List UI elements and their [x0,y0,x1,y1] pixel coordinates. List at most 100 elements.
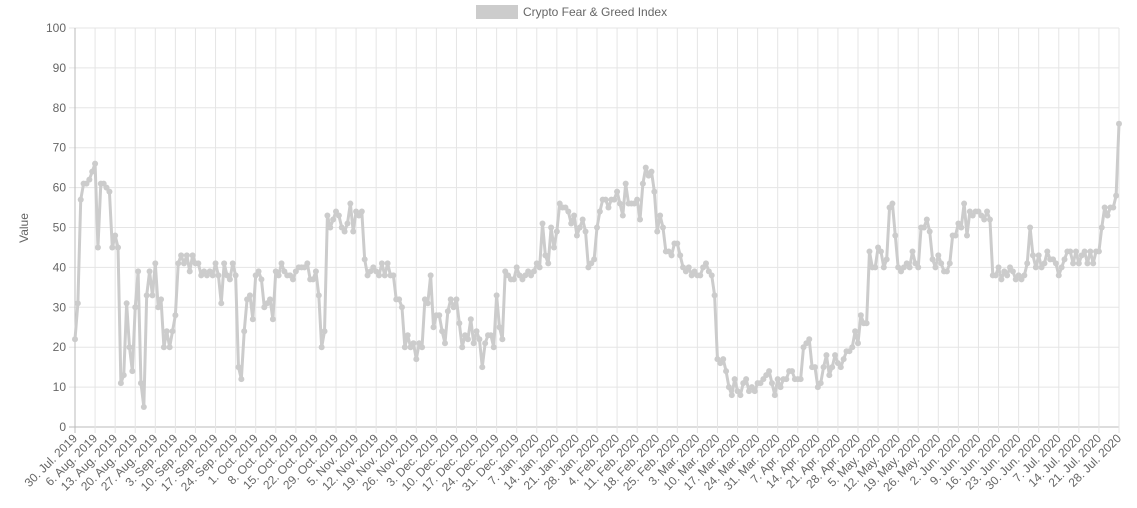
data-point [476,336,483,343]
data-point [241,328,248,335]
data-point [109,244,116,251]
y-tick-label: 0 [59,420,66,434]
data-point [642,164,649,171]
data-point [1113,192,1120,199]
data-point [135,268,142,275]
data-point [995,264,1002,271]
data-point [852,328,859,335]
data-point [258,276,265,283]
data-point [789,368,796,375]
data-point [94,244,101,251]
data-point [654,228,661,235]
data-point [619,212,626,219]
data-point [215,272,222,279]
data-point [246,292,253,299]
data-point [1041,260,1048,267]
data-point [163,328,170,335]
data-point [249,316,256,323]
data-point [189,252,196,259]
data-point [837,364,844,371]
data-point [685,264,692,271]
data-point [1084,260,1091,267]
data-point [330,216,337,223]
data-point [751,388,758,395]
data-point [175,260,182,267]
data-point [160,344,167,351]
data-point [596,208,603,215]
data-point [404,332,411,339]
data-point [439,328,446,335]
data-point [1021,272,1028,279]
data-point [318,344,325,351]
data-point [459,344,466,351]
data-point [668,252,675,259]
data-point [155,304,162,311]
data-point [906,264,913,271]
data-point [568,220,575,227]
data-point [961,200,968,207]
data-point [880,264,887,271]
data-point [341,228,348,235]
data-point [180,260,187,267]
y-tick-label: 10 [53,380,67,394]
data-point [424,300,431,307]
data-point [539,220,546,227]
data-point [1070,260,1077,267]
data-point [889,200,896,207]
data-point [998,276,1005,283]
data-point [396,296,403,303]
data-point [1058,264,1065,271]
data-point [347,200,354,207]
data-point [611,196,618,203]
data-point [137,380,144,387]
data-point [513,264,520,271]
data-point [932,264,939,271]
data-point [915,264,922,271]
data-point [811,364,818,371]
data-point [238,376,245,383]
data-point [419,344,426,351]
data-point [743,376,750,383]
data-point [77,196,84,203]
data-point [840,356,847,363]
data-point [1081,248,1088,255]
y-tick-label: 40 [53,260,67,274]
data-point [817,380,824,387]
data-point [863,320,870,327]
data-point [312,268,319,275]
data-point [358,208,365,215]
data-point [1052,260,1059,267]
data-point [702,260,709,267]
data-point [866,248,873,255]
data-point [1035,252,1042,259]
data-point [398,304,405,311]
data-point [401,344,408,351]
data-point [178,252,185,259]
data-point [952,232,959,239]
data-point [708,272,715,279]
data-point [963,232,970,239]
data-point [542,252,549,259]
data-point [464,336,471,343]
data-point [550,244,557,251]
data-point [1098,224,1105,231]
data-point [123,300,130,307]
data-point [186,268,193,275]
data-point [946,260,953,267]
data-point [436,312,443,319]
data-point [553,228,560,235]
data-point [126,344,133,351]
data-point [267,296,274,303]
data-point [530,268,537,275]
data-point [1101,204,1108,211]
data-point [413,356,420,363]
data-point [441,340,448,347]
data-point [768,380,775,387]
data-point [456,320,463,327]
data-point [774,376,781,383]
data-point [350,228,357,235]
data-point [594,224,600,231]
data-point [1116,120,1122,127]
data-point [120,372,127,379]
data-point [806,336,813,343]
